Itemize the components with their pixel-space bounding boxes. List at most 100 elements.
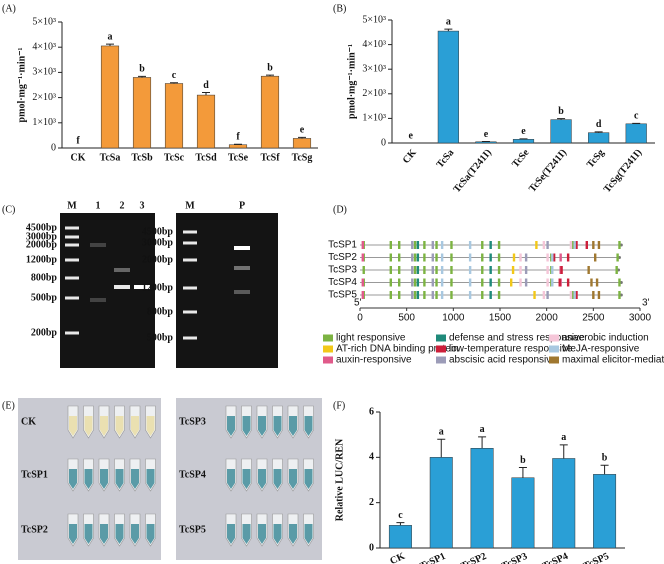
element	[489, 291, 492, 299]
element	[615, 266, 618, 274]
element	[411, 291, 414, 299]
element	[519, 278, 522, 287]
legend-label: MeJA-responsive	[562, 344, 640, 355]
legend-swatch	[436, 356, 446, 364]
element	[440, 253, 444, 262]
tube-content	[100, 469, 108, 489]
significance-letter: c	[172, 70, 177, 81]
bar	[132, 77, 152, 149]
panel-label: (B)	[333, 3, 346, 14]
row-label: TcSP3	[328, 265, 357, 276]
panel-label: (E)	[2, 400, 15, 411]
x-tick-label: 2000	[536, 313, 559, 324]
x-tick-label: TcSg	[292, 152, 313, 163]
significance-letter: c	[398, 510, 403, 521]
element	[595, 278, 599, 287]
x-tick-label: 1500	[489, 313, 512, 324]
y-tick-label: 6	[369, 406, 374, 417]
element	[435, 278, 438, 287]
gel-band	[234, 266, 250, 270]
tube-content	[258, 416, 266, 436]
element	[546, 253, 549, 262]
element	[423, 253, 426, 262]
y-tick-label: 2×10³	[362, 88, 386, 99]
tube-content	[273, 469, 282, 489]
error-bar	[559, 444, 568, 459]
element	[413, 291, 417, 299]
x-tick-label: TcSa	[100, 152, 121, 163]
error-bar	[298, 136, 306, 139]
element	[592, 241, 595, 249]
element	[468, 253, 472, 262]
y-tick-label: 3×10³	[362, 63, 386, 74]
ladder-band	[65, 258, 79, 262]
significance-letter: d	[203, 80, 209, 91]
error-bar	[202, 92, 210, 96]
error-bar	[106, 43, 114, 46]
gel-band	[90, 298, 106, 302]
tube-content	[100, 416, 108, 436]
element	[587, 266, 590, 274]
marker-label: 4500bp	[142, 226, 174, 237]
significance-letter: e	[484, 129, 489, 140]
element	[389, 253, 392, 262]
marker-label: 800bp	[31, 272, 58, 283]
legend-label: anaerobic induction	[562, 333, 649, 344]
y-tick-label: 2×10³	[32, 92, 56, 103]
significance-letter: e	[300, 125, 305, 136]
error-bar	[170, 82, 178, 84]
element	[489, 253, 492, 262]
element	[416, 278, 420, 287]
element	[497, 253, 501, 262]
element	[481, 253, 484, 262]
bar	[292, 138, 312, 149]
error-bar	[594, 131, 603, 133]
bar	[228, 144, 248, 149]
error-bar	[396, 522, 405, 526]
sample-label: CK	[21, 416, 36, 427]
significance-letter: f	[236, 132, 240, 143]
y-axis-label: pmol·mg⁻¹·min⁻¹	[346, 44, 357, 119]
significance-letter: a	[480, 424, 485, 435]
element	[618, 278, 621, 287]
ladder-band	[183, 286, 197, 290]
element	[398, 266, 401, 274]
tube-content	[304, 416, 313, 436]
sample-label: TcSP1	[21, 469, 48, 480]
sample-label: TcSP5	[179, 524, 206, 535]
element	[618, 241, 621, 249]
x-tick-label: TcSg(T241I)	[602, 147, 644, 195]
gel-band	[234, 290, 250, 294]
legend-label: light responsive	[336, 333, 406, 344]
legend-label: AT-rich DNA binding protein	[336, 344, 459, 355]
element	[389, 278, 392, 287]
gel-band	[134, 285, 150, 289]
element	[416, 241, 420, 249]
bar	[388, 525, 412, 549]
tube-content	[115, 416, 124, 436]
panel-label: (F)	[333, 400, 345, 411]
lane-label: M	[185, 200, 195, 211]
element	[489, 266, 492, 274]
bar	[588, 132, 610, 144]
axis	[61, 22, 318, 149]
bar	[470, 448, 494, 549]
ladder-band	[183, 310, 197, 314]
y-tick-label: 5×10³	[32, 16, 56, 27]
error-bar	[444, 28, 453, 32]
element	[590, 278, 593, 287]
element	[497, 266, 501, 274]
element	[450, 241, 453, 249]
tube-content	[84, 416, 93, 436]
element	[398, 253, 401, 262]
tube-content	[242, 524, 251, 544]
row-label: TcSP2	[328, 252, 357, 263]
element	[389, 291, 392, 299]
x-tick-label: TcSg	[585, 147, 607, 170]
tube-content	[69, 416, 77, 436]
y-tick-label: 0	[381, 137, 386, 148]
marker-label: 500bp	[31, 292, 58, 303]
element	[524, 278, 528, 287]
x-tick-label: CK	[401, 147, 419, 166]
x-tick-label: TcSd	[195, 152, 217, 163]
